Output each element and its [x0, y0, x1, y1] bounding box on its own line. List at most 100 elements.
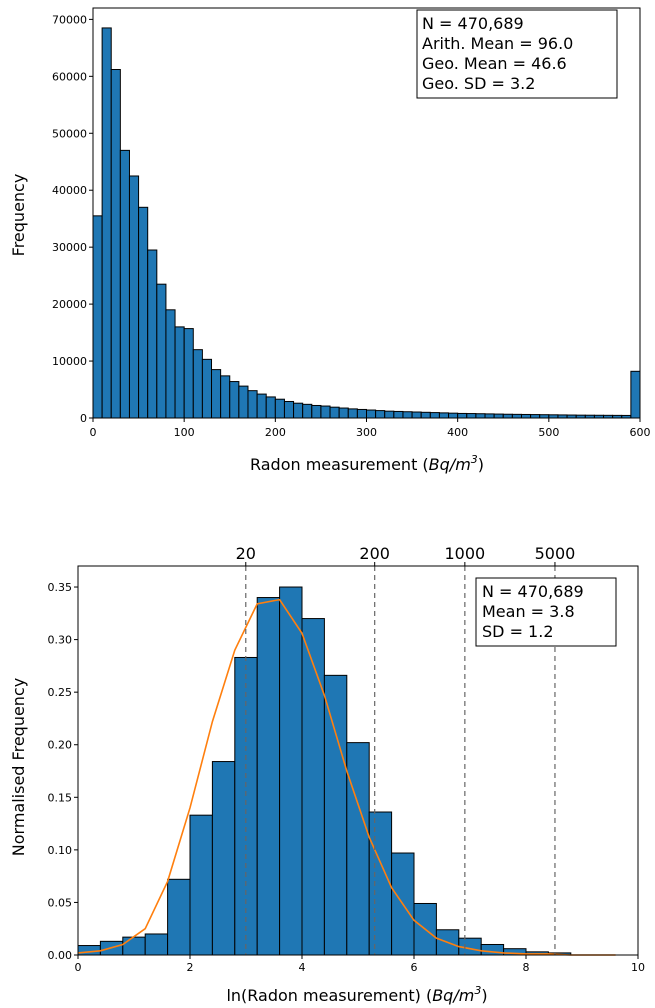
frequency-bar	[201, 358, 213, 419]
frequency-bar	[511, 413, 522, 419]
frequency-bar	[247, 390, 258, 419]
frequency-stats-line: Geo. SD = 3.2	[422, 74, 535, 93]
frequency-bar	[211, 369, 222, 419]
frequency-bar	[147, 249, 158, 419]
frequency-bar	[402, 411, 413, 419]
frequency-stats-line: Geo. Mean = 46.6	[422, 54, 567, 73]
frequency-bar	[429, 412, 440, 419]
frequency-x-tick-label: 0	[90, 426, 97, 439]
log-y-ticks: 0.00 0.05 0.10 0.15 0.20 0.25 0.30 0.35	[48, 581, 78, 962]
log-x-tick-label: 4	[299, 961, 306, 974]
log-bar	[323, 674, 348, 956]
frequency-bar	[347, 408, 358, 419]
log-top-tick-label: 20	[236, 544, 256, 563]
log-y-tick-label: 0.05	[48, 896, 73, 909]
frequency-bar	[138, 206, 149, 419]
frequency-x-axis-label: Radon measurement (Bq/m3)	[250, 453, 484, 474]
frequency-y-tick-label: 20000	[52, 298, 87, 311]
frequency-bar	[192, 349, 203, 419]
log-bar	[189, 814, 213, 956]
frequency-bar	[530, 414, 541, 419]
frequency-bar	[375, 410, 386, 419]
log-x-tick-label: 8	[523, 961, 530, 974]
frequency-bar	[101, 27, 112, 419]
log-x-tick-label: 10	[631, 961, 645, 974]
frequency-x-tick-label: 400	[447, 426, 468, 439]
log-y-tick-label: 0.20	[48, 739, 73, 752]
frequency-bar	[393, 410, 404, 419]
frequency-bar	[283, 400, 295, 419]
frequency-y-tick-label: 40000	[52, 184, 87, 197]
log-stats-line: Mean = 3.8	[482, 602, 575, 621]
frequency-bar	[384, 410, 395, 419]
log-y-tick-label: 0.35	[48, 581, 73, 594]
frequency-bar	[448, 412, 459, 419]
frequency-y-ticks: 0 10000 20000 30000 40000 50000 60000 70000	[52, 13, 93, 425]
frequency-bar	[183, 328, 194, 419]
log-bar	[77, 945, 101, 956]
frequency-y-tick-label: 60000	[52, 70, 87, 83]
log-bar	[211, 761, 236, 956]
frequency-bar	[338, 407, 349, 419]
log-bar	[301, 618, 325, 956]
log-fit-curve	[77, 598, 616, 956]
frequency-x-tick-label: 100	[174, 426, 195, 439]
log-top-tick-label: 5000	[535, 544, 576, 563]
frequency-y-tick-label: 50000	[52, 127, 87, 140]
log-y-tick-label: 0.15	[48, 791, 73, 804]
frequency-bar	[274, 398, 285, 419]
log-bar	[346, 742, 370, 956]
log-x-tick-label: 6	[411, 961, 418, 974]
log-stats-line: N = 470,689	[482, 582, 584, 601]
frequency-stats-box-frame	[416, 9, 618, 99]
log-x-axis-label: ln(Radon measurement) (Bq/m3)	[226, 984, 487, 1005]
frequency-bar	[156, 283, 167, 419]
frequency-bar	[265, 396, 276, 419]
frequency-bar	[238, 385, 249, 419]
frequency-histogram: 0 10000 20000 30000 40000 50000 60000 70000 0 10…	[9, 7, 651, 474]
frequency-bar	[293, 402, 304, 419]
log-y-tick-label: 0.10	[48, 844, 73, 857]
frequency-bar	[256, 393, 267, 419]
log-y-axis-label: Normalised Frequency	[9, 678, 28, 856]
frequency-bar	[329, 406, 340, 419]
log-bar	[480, 943, 505, 956]
frequency-x-tick-label: 300	[356, 426, 377, 439]
frequency-x-tick-label: 200	[265, 426, 286, 439]
frequency-bar	[520, 413, 532, 419]
frequency-x-ticks: 0 100 200 300 400 500 600	[90, 418, 651, 439]
log-bar	[122, 936, 146, 956]
log-top-tick-label: 200	[359, 544, 390, 563]
frequency-bar	[165, 309, 176, 419]
frequency-y-tick-label: 70000	[52, 13, 87, 26]
frequency-bar	[411, 411, 422, 419]
frequency-bar	[438, 412, 450, 419]
frequency-bar	[420, 411, 431, 419]
log-y-tick-label: 0.30	[48, 634, 73, 647]
frequency-y-tick-label: 0	[80, 412, 87, 425]
frequency-bar	[493, 413, 504, 419]
frequency-y-axis-label: Frequency	[9, 174, 28, 257]
log-reference-lines: 20 200 1000 5000	[236, 544, 576, 955]
log-bar	[279, 586, 303, 956]
frequency-bars	[92, 27, 641, 419]
frequency-bar	[174, 326, 185, 419]
log-bar	[144, 933, 169, 956]
frequency-bar	[630, 370, 641, 419]
frequency-bar	[220, 375, 231, 419]
log-x-tick-label: 2	[187, 961, 194, 974]
frequency-x-tick-label: 600	[630, 426, 651, 439]
frequency-bar	[466, 413, 477, 419]
frequency-bar	[311, 404, 322, 419]
frequency-bar	[502, 413, 513, 419]
frequency-bar	[302, 403, 313, 419]
frequency-bar	[457, 412, 468, 419]
log-y-tick-label: 0.00	[48, 949, 73, 962]
frequency-bar	[320, 405, 331, 419]
frequency-bar	[366, 409, 377, 419]
frequency-bar	[229, 381, 240, 419]
frequency-bar	[110, 69, 121, 419]
